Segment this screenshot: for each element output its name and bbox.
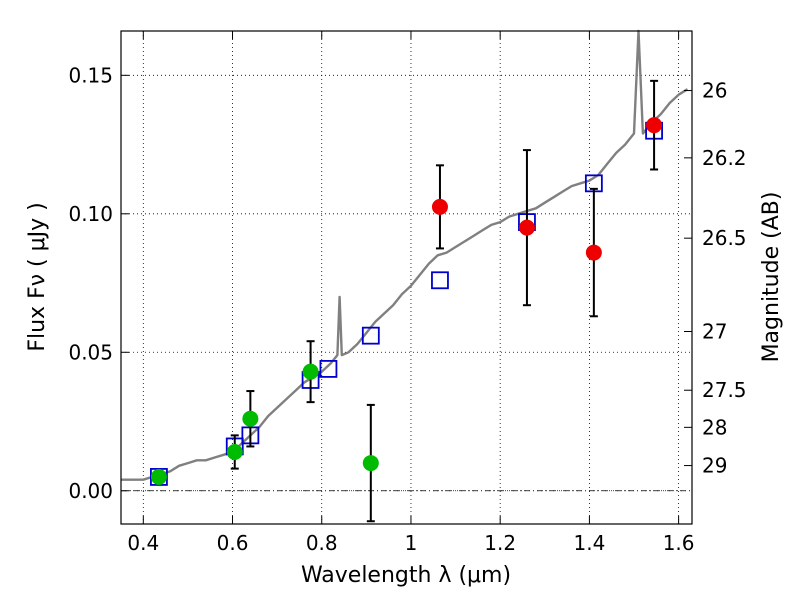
- data-point: [646, 117, 663, 134]
- data-point: [518, 219, 535, 236]
- x-tick-label: 1.6: [663, 531, 695, 555]
- x-tick-label: 0.8: [306, 531, 338, 555]
- series-layer: [121, 29, 689, 523]
- x-tick-label: 0.4: [127, 531, 159, 555]
- y-tick-label: 0.15: [68, 63, 113, 87]
- y2-tick-label: 26.5: [702, 226, 747, 250]
- grid: [121, 31, 692, 524]
- y2-tick-label: 26.2: [702, 146, 747, 170]
- x-tick-label: 0.6: [217, 531, 249, 555]
- data-point: [150, 468, 167, 485]
- y-tick-label: 0.10: [68, 202, 113, 226]
- y2-tick-label: 26: [702, 79, 727, 103]
- model-square-point: [431, 271, 449, 290]
- y2-tick-label: 27: [702, 320, 727, 344]
- data-point: [431, 198, 448, 215]
- x-tick-label: 1.2: [484, 531, 516, 555]
- data-point: [302, 363, 319, 380]
- y2-tick-label: 27.5: [702, 378, 747, 402]
- y2-axis-title: Magnitude (AB): [759, 192, 784, 363]
- y2-tick-label: 29: [702, 454, 727, 478]
- model-spectrum-line: [121, 29, 689, 481]
- data-point: [226, 443, 243, 460]
- x-axis-title: Wavelength λ (μm): [301, 563, 511, 588]
- y-axis-title: Flux Fν ( μJy ): [25, 202, 50, 351]
- data-point: [362, 455, 379, 472]
- x-tick-label: 1.4: [573, 531, 605, 555]
- plot-frame: [120, 30, 693, 525]
- data-point: [242, 410, 259, 427]
- y2-tick-label: 28: [702, 415, 727, 439]
- y-tick-label: 0.00: [68, 479, 113, 503]
- plot-area: [121, 31, 692, 524]
- y-tick-label: 0.05: [68, 340, 113, 364]
- ticks: 0.4 0.6 0.8 1 1.2 1.4 1.6 0.00 0.05 0.10 0.15 26 26.…: [68, 31, 747, 555]
- model-square-point: [361, 326, 380, 345]
- data-point: [585, 244, 602, 261]
- model-square-point: [319, 359, 338, 378]
- x-tick-label: 1: [405, 531, 418, 555]
